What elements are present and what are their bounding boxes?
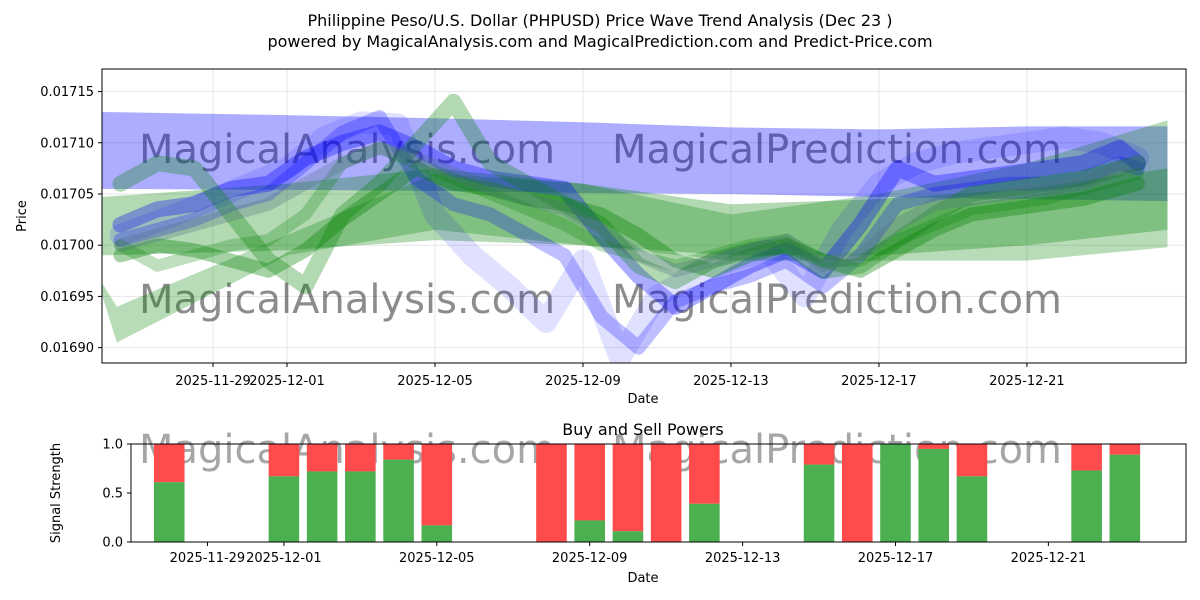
price-chart-frame xyxy=(101,68,1187,364)
signal-x-axis: 2025-11-29 2025-12-01 2025-12-05 2025-12-09… xyxy=(170,542,1087,566)
price-y-tick-label: 0.01700 xyxy=(40,239,94,254)
sell-power-bar xyxy=(306,444,338,472)
price-y-tick-label: 0.01710 xyxy=(40,136,94,151)
series-green-wave-b xyxy=(113,161,1145,278)
sell-power-bar xyxy=(268,444,300,477)
sell-power-bar xyxy=(803,444,835,465)
series-blue-wave-main xyxy=(112,124,1146,315)
price-x-tick-label: 2025-12-05 xyxy=(397,374,473,389)
watermark-prediction-bottom: MagicalPrediction.com xyxy=(612,277,1062,323)
sell-power-bar xyxy=(1071,444,1102,471)
signal-chart: Buy and Sell Powers MagicalAnalysis.com … xyxy=(49,420,1187,586)
price-y-tick-label: 0.01695 xyxy=(40,290,94,305)
series-green-wave-a xyxy=(112,93,1146,295)
price-chart-watermarks: MagicalAnalysis.com MagicalPrediction.co… xyxy=(139,127,1062,323)
figure-title-line2: powered by MagicalAnalysis.com and Magic… xyxy=(267,32,932,51)
sell-power-bar xyxy=(918,444,950,449)
signal-x-axis-label: Date xyxy=(627,571,658,586)
price-x-tick-label: 2025-12-01 xyxy=(249,374,325,389)
signal-chart-title: Buy and Sell Powers xyxy=(562,420,724,439)
price-x-tick-label: 2025-12-21 xyxy=(989,374,1065,389)
signal-y-axis: 0.0 0.5 1.0 xyxy=(102,438,131,551)
sell-power-bar xyxy=(841,444,873,542)
signal-x-tick-label: 2025-12-13 xyxy=(705,551,781,566)
signal-y-tick-label: 1.0 xyxy=(102,438,123,453)
sell-power-bar xyxy=(689,444,720,504)
signal-y-tick-label: 0.5 xyxy=(102,487,123,502)
price-x-tick-label: 2025-12-09 xyxy=(545,374,621,389)
sell-power-bar xyxy=(421,444,453,526)
signal-x-tick-label: 2025-12-09 xyxy=(552,551,628,566)
buy-power-bar xyxy=(918,448,950,542)
buy-power-bar xyxy=(803,464,835,542)
price-x-tick-label: 2025-12-13 xyxy=(693,374,769,389)
sell-power-bar xyxy=(574,444,605,521)
signal-x-tick-label: 2025-12-17 xyxy=(858,551,934,566)
signal-bars xyxy=(153,444,1141,542)
series-blue-wave-deep xyxy=(109,111,1149,363)
signal-y-tick-label: 0.0 xyxy=(102,536,123,551)
price-y-axis: 0.01690 0.01695 0.01700 0.01705 0.01710 0.017… xyxy=(40,85,102,356)
series-green-band-flat xyxy=(102,168,1168,256)
signal-x-tick-label: 2025-11-29 xyxy=(170,551,246,566)
sell-power-bar xyxy=(383,444,414,460)
sell-power-bar xyxy=(536,444,567,542)
price-x-tick-label: 2025-12-17 xyxy=(841,374,917,389)
buy-power-bar xyxy=(421,525,453,542)
watermark-prediction-top: MagicalPrediction.com xyxy=(612,127,1062,173)
price-series-layer xyxy=(102,93,1168,363)
sell-power-bar xyxy=(612,444,644,532)
sell-power-bar xyxy=(345,444,376,472)
price-chart: MagicalAnalysis.com MagicalPrediction.co… xyxy=(15,68,1187,407)
buy-power-bar xyxy=(612,531,644,542)
signal-x-tick-label: 2025-12-21 xyxy=(1011,551,1087,566)
sell-power-bar xyxy=(153,444,185,483)
buy-power-bar xyxy=(574,520,605,542)
signal-x-tick-label: 2025-12-05 xyxy=(399,551,475,566)
buy-power-bar xyxy=(1071,470,1102,542)
watermark-analysis-top: MagicalAnalysis.com xyxy=(139,127,555,173)
price-y-tick-label: 0.01715 xyxy=(40,85,94,100)
price-x-axis-label: Date xyxy=(627,392,658,407)
series-slate-wave xyxy=(114,141,1145,278)
price-x-tick-label: 2025-11-29 xyxy=(175,374,251,389)
buy-power-bar xyxy=(268,476,300,542)
price-y-tick-label: 0.01690 xyxy=(40,341,94,356)
buy-power-bar xyxy=(306,471,338,542)
figure-title-line1: Philippine Peso/U.S. Dollar (PHPUSD) Pri… xyxy=(307,11,892,30)
buy-power-bar xyxy=(956,476,988,542)
price-y-axis-label: Price xyxy=(15,200,30,232)
series-blue-wave-b xyxy=(113,110,1145,355)
sell-power-bar xyxy=(650,444,682,542)
price-y-tick-label: 0.01705 xyxy=(40,187,94,202)
signal-y-axis-label: Signal Strength xyxy=(49,443,64,543)
buy-power-bar xyxy=(689,503,720,542)
series-green-wave-c xyxy=(114,141,1144,272)
series-blue-band-upper xyxy=(102,112,1168,202)
sell-power-bar xyxy=(956,444,988,477)
buy-power-bar xyxy=(383,459,414,542)
buy-power-bar xyxy=(345,471,376,542)
buy-power-bar xyxy=(1109,454,1141,542)
sell-power-bar xyxy=(1109,444,1141,455)
price-chart-grid xyxy=(102,69,1186,363)
series-green-band-wide xyxy=(102,120,1168,343)
watermark-analysis-bottom: MagicalAnalysis.com xyxy=(139,277,555,323)
buy-power-bar xyxy=(153,482,185,542)
signal-x-tick-label: 2025-12-01 xyxy=(246,551,322,566)
buy-power-bar xyxy=(880,444,911,542)
